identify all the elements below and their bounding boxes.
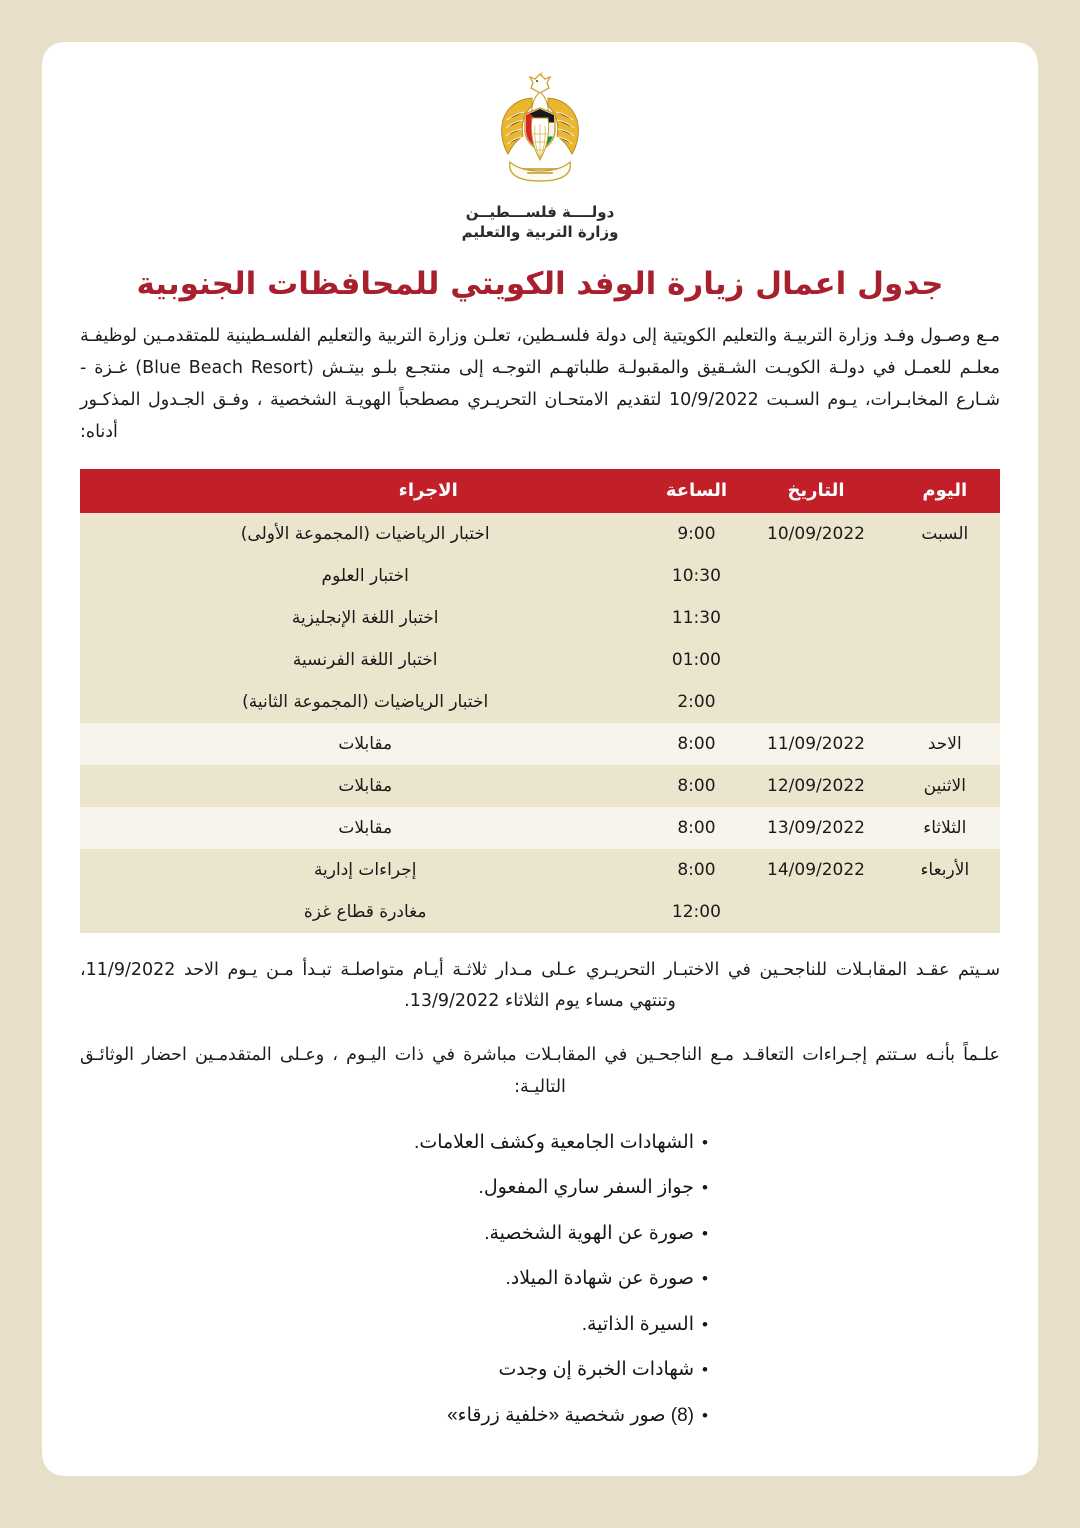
table-row: 12:00 مغادرة قطاع غزة — [80, 890, 1000, 933]
table-row: 2:00 اختبار الرياضيات (المجموعة الثانية) — [80, 680, 1000, 723]
list-item: • شهادات الخبرة إن وجدت — [80, 1347, 1000, 1392]
table-row: 01:00 اختبار اللغة الفرنسية — [80, 638, 1000, 681]
table-row: الثلاثاء 13/09/2022 8:00 مقابلات — [80, 806, 1000, 849]
table-cell-day: الاثنين — [889, 764, 1000, 807]
list-item-label: (8) صور شخصية «خلفية زرقاء» — [447, 1404, 694, 1426]
interviews-paragraph: سـيتم عقـد المقابـلات للناجحـين في الاخت… — [80, 959, 1000, 1012]
bullet-dot-icon: • — [702, 1269, 708, 1289]
table-cell-date — [742, 680, 890, 723]
table-cell-action: اختبار الرياضيات (المجموعة الثانية) — [80, 680, 651, 723]
table-cell-date — [742, 596, 890, 639]
table-cell-day — [889, 638, 1000, 681]
list-item: • السيرة الذاتية. — [80, 1302, 1000, 1347]
list-item-label: السيرة الذاتية. — [581, 1313, 694, 1335]
list-item-label: صورة عن شهادة الميلاد. — [505, 1268, 694, 1290]
table-cell-action: مقابلات — [80, 722, 651, 765]
table-cell-action: مقابلات — [80, 764, 651, 807]
table-cell-day: الأربعاء — [889, 848, 1000, 891]
table-cell-time: 2:00 — [650, 680, 743, 723]
palestine-eagle-emblem-icon — [501, 71, 579, 182]
schedule-table: اليوم التاريخ الساعة الاجراء السبت 10/09/… — [80, 468, 1000, 933]
bullet-dot-icon: • — [702, 1223, 708, 1243]
announcement-card: دولــــة فلســـطيــن وزارة التربية والتع… — [42, 42, 1038, 1476]
table-cell-day: الثلاثاء — [889, 806, 1000, 849]
table-cell-time: 9:00 — [650, 512, 743, 555]
list-item: • (8) صور شخصية «خلفية زرقاء» — [80, 1393, 1000, 1438]
bullet-dot-icon: • — [702, 1360, 708, 1380]
table-cell-time: 8:00 — [650, 806, 743, 849]
column-header-date: التاريخ — [742, 468, 890, 513]
table-cell-time: 10:30 — [650, 554, 743, 597]
table-cell-date — [742, 890, 890, 933]
list-item: • صورة عن الهوية الشخصية. — [80, 1211, 1000, 1256]
bullet-dot-icon: • — [702, 1178, 708, 1198]
table-cell-date: 14/09/2022 — [742, 848, 890, 891]
table-cell-day: الاحد — [889, 722, 1000, 765]
table-cell-time: 8:00 — [650, 848, 743, 891]
table-cell-date: 10/09/2022 — [742, 512, 890, 555]
list-item-label: جواز السفر ساري المفعول. — [478, 1177, 694, 1199]
bullet-dot-icon: • — [702, 1405, 708, 1425]
table-cell-day: السبت — [889, 512, 1000, 555]
table-cell-time: 8:00 — [650, 722, 743, 765]
list-item-label: شهادات الخبرة إن وجدت — [498, 1359, 694, 1381]
bullet-dot-icon: • — [702, 1133, 708, 1152]
table-cell-action: إجراءات إدارية — [80, 848, 651, 891]
list-item: • جواز السفر ساري المفعول. — [80, 1165, 1000, 1210]
table-row: 10:30 اختبار العلوم — [80, 554, 1000, 597]
table-cell-day — [889, 890, 1000, 933]
required-documents-list: • الشهادات الجامعية وكشف العلامات. • جواز ا… — [80, 1120, 1000, 1438]
logo-ministry-label: وزارة التربية والتعليم — [461, 223, 619, 242]
table-row: 11:30 اختبار اللغة الإنجليزية — [80, 596, 1000, 639]
table-cell-day — [889, 554, 1000, 597]
column-header-day: اليوم — [889, 468, 1000, 513]
list-item-label: الشهادات الجامعية وكشف العلامات. — [414, 1132, 694, 1153]
contract-paragraph: علـماً بأنـه سـتتم إجـراءات التعاقـد مـع… — [80, 1045, 1000, 1098]
bullet-dot-icon: • — [702, 1314, 708, 1334]
list-item: • الشهادات الجامعية وكشف العلامات. — [80, 1120, 1000, 1165]
schedule-table-header: اليوم التاريخ الساعة الاجراء — [80, 468, 1000, 513]
table-header-row: اليوم التاريخ الساعة الاجراء — [80, 468, 1000, 513]
page-title: جدول اعمال زيارة الوفد الكويتي للمحافظات… — [136, 265, 944, 302]
table-cell-action: مغادرة قطاع غزة — [80, 890, 651, 933]
list-item: • صورة عن شهادة الميلاد. — [80, 1256, 1000, 1301]
table-cell-time: 11:30 — [650, 596, 743, 639]
table-row: الاحد 11/09/2022 8:00 مقابلات — [80, 722, 1000, 765]
table-cell-date: 12/09/2022 — [742, 764, 890, 807]
table-cell-date — [742, 554, 890, 597]
table-cell-day — [889, 680, 1000, 723]
table-row: الاثنين 12/09/2022 8:00 مقابلات — [80, 764, 1000, 807]
table-cell-action: اختبار اللغة الفرنسية — [80, 638, 651, 681]
table-row: الأربعاء 14/09/2022 8:00 إجراءات إدارية — [80, 848, 1000, 891]
table-cell-action: اختبار اللغة الإنجليزية — [80, 596, 651, 639]
table-cell-time: 8:00 — [650, 764, 743, 807]
schedule-table-body: السبت 10/09/2022 9:00 اختبار الرياضيات (الم… — [80, 512, 1000, 933]
list-item-label: صورة عن الهوية الشخصية. — [484, 1222, 694, 1244]
table-cell-action: اختبار العلوم — [80, 554, 651, 597]
intro-paragraph: مـع وصـول وفـد وزارة التربيـة والتعليم ا… — [80, 326, 1001, 442]
table-cell-time: 12:00 — [650, 890, 743, 933]
logo-country-label: دولــــة فلســـطيــن — [465, 203, 615, 221]
table-row: السبت 10/09/2022 9:00 اختبار الرياضيات (الم… — [80, 512, 1000, 555]
column-header-action: الاجراء — [80, 468, 651, 513]
ministry-logo-block: دولــــة فلســـطيــن وزارة التربية والتع… — [80, 42, 1000, 243]
table-cell-time: 01:00 — [650, 638, 743, 681]
table-cell-date — [742, 638, 890, 681]
column-header-time: الساعة — [650, 468, 743, 513]
table-cell-date: 11/09/2022 — [742, 722, 890, 765]
table-cell-day — [889, 596, 1000, 639]
table-cell-date: 13/09/2022 — [742, 806, 890, 849]
table-cell-action: اختبار الرياضيات (المجموعة الأولى) — [80, 512, 651, 555]
table-cell-action: مقابلات — [80, 806, 651, 849]
